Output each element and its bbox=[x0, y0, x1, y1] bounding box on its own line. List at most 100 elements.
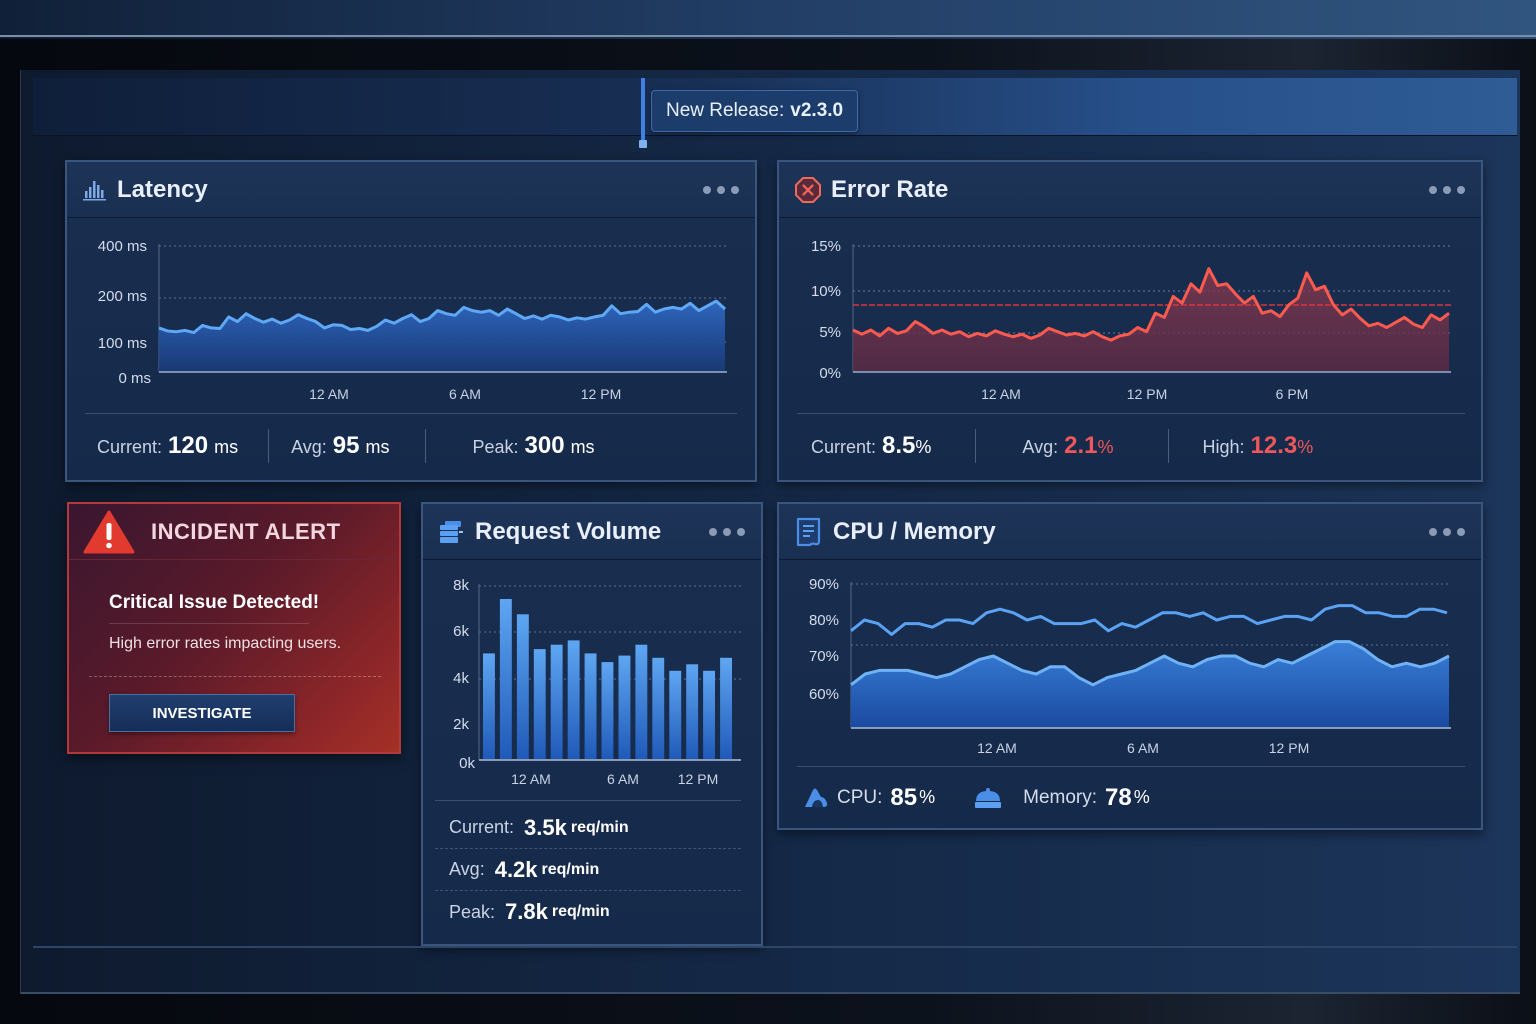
x-tick: 12 PM bbox=[1268, 740, 1310, 756]
release-version: v2.3.0 bbox=[790, 100, 844, 121]
wall-background bbox=[0, 0, 1536, 37]
y-tick: 6k bbox=[453, 623, 469, 640]
cpu-memory-panel: CPU / Memory 90% 80% 70% 60% 12 AM 6 AM bbox=[777, 502, 1483, 830]
more-dots-icon bbox=[1429, 185, 1437, 194]
error-rate-header: Error Rate bbox=[779, 162, 1481, 218]
incident-alert-title: INCIDENT ALERT bbox=[151, 518, 341, 544]
request-bar bbox=[686, 664, 699, 760]
request-bar bbox=[720, 657, 732, 760]
more-dots-icon bbox=[1429, 527, 1437, 536]
x-tick: 12 PM bbox=[1126, 386, 1168, 402]
error-current: Current: 8.5 % bbox=[811, 431, 932, 459]
y-tick: 0 ms bbox=[118, 370, 151, 387]
x-tick: 12 AM bbox=[511, 771, 551, 787]
request-volume-header: Request Volume bbox=[423, 504, 761, 560]
x-tick: 12 AM bbox=[309, 386, 349, 402]
y-tick: 5% bbox=[819, 324, 841, 341]
cpu-memory-chart bbox=[850, 582, 1451, 729]
x-tick: 6 AM bbox=[449, 386, 481, 402]
latency-header: Latency bbox=[67, 162, 755, 218]
request-bar bbox=[499, 599, 512, 760]
x-tick: 12 AM bbox=[977, 740, 1017, 756]
y-tick: 10% bbox=[810, 283, 841, 300]
y-tick: 15% bbox=[810, 238, 841, 255]
request-bar bbox=[652, 657, 665, 760]
request-bar bbox=[669, 670, 682, 760]
incident-alert-header: INCIDENT ALERT bbox=[69, 504, 399, 560]
error-rate-panel: Error Rate 15% 10% 5% 0% 12 AM 12 PM 6 P bbox=[777, 160, 1483, 482]
request-bar bbox=[703, 670, 715, 760]
x-tick: 6 PM bbox=[1275, 386, 1309, 402]
request-volume-stats: Current: 3.5k req/min Avg: 4.2k req/min … bbox=[435, 800, 741, 933]
incident-heading: Critical Issue Detected! bbox=[109, 592, 320, 613]
latency-title: Latency bbox=[117, 175, 208, 203]
cpu-memory-more-button[interactable] bbox=[1429, 527, 1465, 536]
x-tick: 6 AM bbox=[607, 771, 639, 787]
warning-triangle-icon bbox=[83, 510, 135, 553]
error-high: High: 12.3 % bbox=[1202, 431, 1314, 459]
y-tick: 2k bbox=[453, 716, 469, 733]
error-rate-stats: Current: 8.5 % Avg: 2.1 % High: 12.3 % bbox=[797, 413, 1465, 477]
divider bbox=[33, 946, 1517, 948]
divider bbox=[975, 428, 977, 463]
request-volume-more-button[interactable] bbox=[709, 527, 745, 536]
document-icon bbox=[796, 517, 821, 546]
y-tick: 4k bbox=[453, 670, 469, 687]
stack-icon bbox=[440, 520, 463, 543]
memory-stat: Memory: 78 % bbox=[973, 784, 1150, 812]
error-rate-title: Error Rate bbox=[831, 175, 949, 203]
cpu-icon bbox=[805, 788, 828, 807]
more-dots-icon bbox=[709, 527, 717, 536]
y-tick: 0% bbox=[819, 365, 841, 382]
latency-stats: Current: 120 ms Avg: 95 ms Peak: 300 ms bbox=[85, 413, 737, 477]
error-octagon-icon bbox=[795, 176, 821, 203]
latency-peak: Peak: 300 ms bbox=[472, 431, 595, 459]
latency-chart bbox=[158, 244, 727, 373]
request-bar bbox=[601, 662, 614, 760]
memory-icon bbox=[975, 787, 1002, 808]
request-volume-title: Request Volume bbox=[475, 517, 662, 545]
cpu-memory-title: CPU / Memory bbox=[833, 517, 996, 545]
y-tick: 8k bbox=[453, 577, 469, 594]
x-tick: 12 AM bbox=[981, 386, 1021, 402]
y-tick: 200 ms bbox=[97, 288, 147, 305]
request-bar bbox=[483, 653, 495, 760]
x-tick: 12 PM bbox=[677, 771, 719, 787]
y-tick: 100 ms bbox=[97, 335, 147, 352]
divider bbox=[109, 623, 309, 624]
cpu-memory-header: CPU / Memory bbox=[779, 504, 1481, 560]
y-tick: 90% bbox=[808, 576, 839, 593]
release-label: New Release: bbox=[666, 100, 785, 121]
request-current: Current: 3.5k req/min bbox=[435, 807, 741, 849]
request-bar bbox=[635, 644, 648, 760]
latency-more-button[interactable] bbox=[703, 185, 739, 194]
latency-avg: Avg: 95 ms bbox=[291, 431, 390, 459]
divider bbox=[1167, 428, 1169, 463]
more-dots-icon bbox=[703, 185, 711, 194]
divider bbox=[89, 676, 381, 677]
error-avg: Avg: 2.1 % bbox=[1022, 431, 1114, 459]
x-tick: 6 AM bbox=[1127, 740, 1159, 756]
y-tick: 400 ms bbox=[97, 238, 147, 255]
incident-alert-card: INCIDENT ALERT Critical Issue Detected! … bbox=[67, 502, 401, 754]
release-marker[interactable] bbox=[639, 78, 647, 148]
y-tick: 0k bbox=[459, 755, 475, 772]
latency-panel: Latency 400 ms 200 ms 100 ms 0 ms 12 AM … bbox=[65, 160, 757, 482]
error-rate-more-button[interactable] bbox=[1429, 185, 1465, 194]
y-tick: 70% bbox=[808, 648, 839, 665]
cpu-memory-stats: CPU: 85 % Memory: 78 % bbox=[797, 766, 1465, 828]
release-tag[interactable]: New Release: v2.3.0 bbox=[651, 90, 859, 132]
bar-chart-icon bbox=[83, 180, 106, 200]
request-volume-chart bbox=[478, 584, 741, 761]
dashboard-screen: New Release: v2.3.0 Latency 400 ms 200 m… bbox=[20, 70, 1520, 994]
request-volume-panel: Request Volume 8k 6k 4k 2k 0k 12 AM 6 AM… bbox=[421, 502, 763, 946]
request-avg: Avg: 4.2k req/min bbox=[435, 849, 741, 891]
request-bar bbox=[618, 655, 631, 760]
divider bbox=[425, 428, 427, 463]
incident-description: High error rates impacting users. bbox=[109, 635, 342, 652]
investigate-button[interactable]: INVESTIGATE bbox=[109, 694, 295, 732]
x-tick: 12 PM bbox=[580, 386, 622, 402]
request-peak: Peak: 7.8k req/min bbox=[449, 899, 610, 924]
request-bar bbox=[550, 644, 563, 760]
y-tick: 60% bbox=[808, 686, 839, 703]
